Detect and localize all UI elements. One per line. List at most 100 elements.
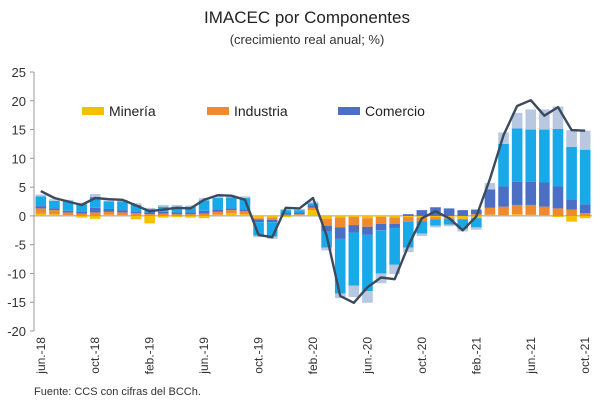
bar-comercio <box>294 213 305 215</box>
axes: -20 -15 -10 -5 0 5 10 15 20 25 jun.-18 oct.-18 feb.-… <box>7 65 592 375</box>
bar-otros <box>471 227 482 230</box>
bar-otros <box>484 183 496 190</box>
bar-comercio <box>171 212 183 215</box>
bar-industria <box>35 208 47 214</box>
bar-mineria <box>253 215 264 219</box>
bar-industria <box>239 211 251 215</box>
x-tick-label: jun.-21 <box>524 337 538 375</box>
bar-mineria <box>579 215 591 219</box>
bar-comercio <box>103 208 115 212</box>
bar-otros <box>362 291 373 303</box>
bar-comercio <box>511 181 523 205</box>
bar-servicios <box>443 218 455 225</box>
bar-mineria <box>226 213 237 216</box>
bar-servicios <box>307 203 319 206</box>
bar-servicios <box>171 206 183 213</box>
bar-servicios <box>89 196 101 208</box>
bar-otros <box>539 109 550 130</box>
bar-otros <box>525 109 537 130</box>
bar-servicios <box>117 201 128 211</box>
bar-servicios <box>35 196 47 207</box>
bar-comercio <box>498 186 509 207</box>
bar-comercio <box>321 225 332 232</box>
bar-industria <box>157 213 169 216</box>
bar-mineria <box>76 215 87 218</box>
bar-comercio <box>49 208 60 211</box>
bar-mineria <box>334 215 346 218</box>
bar-industria <box>552 208 564 216</box>
bar-industria <box>103 211 115 215</box>
legend-item-mineria: Minería <box>82 103 156 119</box>
legend-swatch-industria <box>207 107 229 115</box>
bar-mineria <box>35 213 47 216</box>
bar-servicios <box>239 198 251 210</box>
bar-servicios <box>552 128 564 187</box>
bar-mineria <box>362 215 373 219</box>
bar-mineria <box>144 215 155 224</box>
legend-swatch-mineria <box>82 107 104 115</box>
bar-comercio <box>402 214 414 216</box>
bar-industria <box>375 217 387 224</box>
bar-otros <box>157 204 169 207</box>
bar-mineria <box>566 215 577 222</box>
bar-mineria <box>307 210 319 216</box>
bar-servicios <box>294 210 305 214</box>
bar-servicios <box>348 232 360 286</box>
bar-industria <box>62 212 74 216</box>
bar-mineria <box>239 214 251 216</box>
bar-mineria <box>130 215 142 220</box>
bar-mineria <box>294 215 305 216</box>
bar-mineria <box>266 215 278 218</box>
x-tick-label: oct.-21 <box>578 337 592 374</box>
bar-servicios <box>362 234 373 292</box>
bar-servicios <box>375 230 387 274</box>
bar-comercio <box>389 223 400 228</box>
bar-industria <box>253 218 264 220</box>
bar-servicios <box>212 198 224 210</box>
x-tick-label: oct.-19 <box>252 337 266 374</box>
bar-comercio <box>76 211 87 214</box>
x-tick-label: feb.-20 <box>306 337 320 375</box>
bar-servicios <box>226 197 237 209</box>
bar-comercio <box>117 210 128 213</box>
bar-comercio <box>226 208 237 211</box>
bar-comercio <box>280 213 292 215</box>
bar-industria <box>457 218 469 220</box>
bar-otros <box>171 204 183 207</box>
bar-industria <box>130 213 142 216</box>
bar-mineria <box>511 214 523 216</box>
bar-industria <box>334 217 346 228</box>
bar-otros <box>566 130 577 147</box>
bar-industria <box>49 210 60 215</box>
bar-industria <box>212 211 224 215</box>
bar-mineria <box>62 215 74 216</box>
legend-label-comercio: Comercio <box>365 103 425 119</box>
bar-servicios <box>103 201 115 209</box>
bar-industria <box>362 218 373 227</box>
bar-servicios <box>266 222 278 237</box>
x-tick-label: feb.-19 <box>143 337 157 375</box>
bar-otros <box>348 285 360 298</box>
bar-servicios <box>253 222 264 236</box>
bar-industria <box>266 217 278 220</box>
bar-comercio <box>539 182 550 207</box>
bar-industria <box>498 206 509 216</box>
bar-servicios <box>525 129 537 182</box>
legend-item-industria: Industria <box>207 103 288 119</box>
bar-comercio <box>198 210 210 214</box>
x-tick-label: jun.-18 <box>34 337 48 375</box>
bar-comercio <box>375 223 387 231</box>
bar-mineria <box>375 215 387 218</box>
bar-otros <box>552 106 564 129</box>
bar-industria <box>294 214 305 216</box>
bar-comercio <box>307 205 319 208</box>
bar-industria <box>389 217 400 224</box>
bar-servicios <box>566 146 577 200</box>
bar-servicios <box>334 238 346 294</box>
bar-mineria <box>321 215 332 219</box>
x-tick-label: oct.-20 <box>415 337 429 374</box>
bar-mineria <box>402 215 414 218</box>
bar-industria <box>402 217 414 222</box>
bar-mineria <box>198 215 210 219</box>
